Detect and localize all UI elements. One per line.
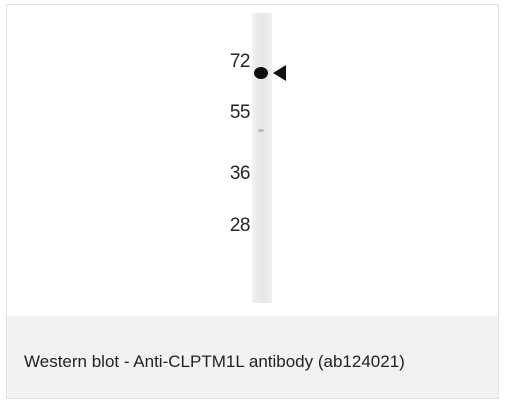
marker-72: 72 — [229, 51, 251, 72]
faint-band — [258, 129, 264, 132]
marker-55: 55 — [229, 102, 251, 123]
band-arrow-icon — [273, 65, 286, 81]
caption-area: Western blot - Anti-CLPTM1L antibody (ab… — [7, 316, 498, 398]
marker-36: 36 — [229, 163, 251, 184]
blot-lane — [252, 13, 272, 303]
protein-band — [254, 67, 268, 79]
marker-28: 28 — [229, 215, 251, 236]
figure-card: 72 55 36 28 Western blot - Anti-CLPTM1L … — [6, 4, 499, 399]
figure-caption: Western blot - Anti-CLPTM1L antibody (ab… — [24, 352, 405, 371]
western-blot-image: 72 55 36 28 — [7, 5, 498, 316]
